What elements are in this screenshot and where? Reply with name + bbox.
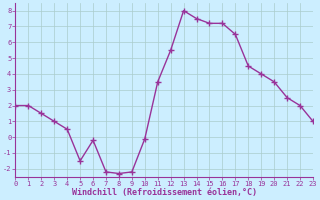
X-axis label: Windchill (Refroidissement éolien,°C): Windchill (Refroidissement éolien,°C) — [72, 188, 257, 197]
